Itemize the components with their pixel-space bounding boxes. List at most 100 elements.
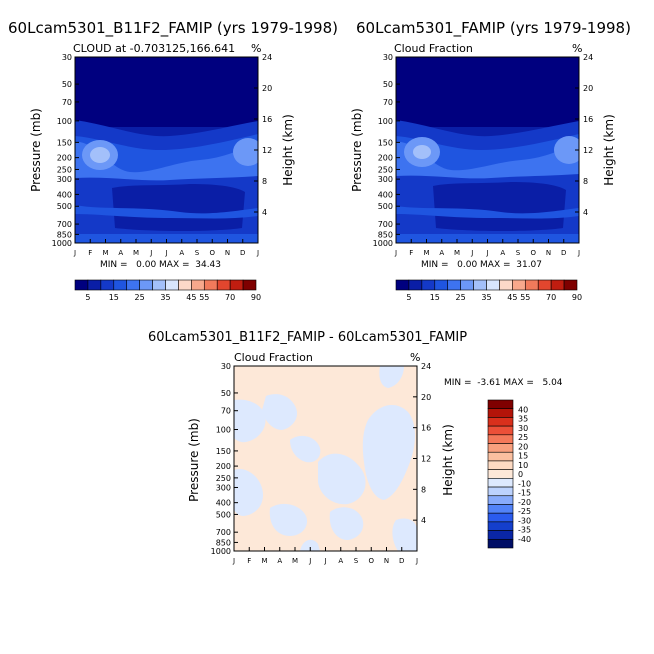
month-tick-label: D <box>399 557 404 565</box>
height-tick-label: 8 <box>421 485 426 494</box>
colorbar-label: 15 <box>430 293 440 302</box>
colorbar-swatch <box>487 460 514 470</box>
pressure-tick-label: 200 <box>378 154 393 163</box>
colorbar-label: 15 <box>518 452 528 461</box>
month-tick-label: A <box>439 249 444 257</box>
pressure-tick-label: 500 <box>378 202 393 211</box>
month-tick-label: M <box>102 249 108 257</box>
pressure-tick-label: 200 <box>216 462 231 471</box>
colorbar-swatch <box>524 279 539 291</box>
colorbar-label: -35 <box>518 526 531 535</box>
pressure-tick-label: 50 <box>62 80 72 89</box>
pressure-tick-label: 1000 <box>373 239 393 248</box>
month-tick-label: A <box>179 249 184 257</box>
colorbar-label: 35 <box>518 415 528 424</box>
month-tick-label: J <box>149 249 152 257</box>
colorbar-swatch <box>126 279 140 291</box>
height-tick-label: 8 <box>583 177 588 186</box>
height-tick-label: 16 <box>583 115 593 124</box>
p3-patch-left-upper <box>234 399 266 443</box>
colorbar-label: 70 <box>225 293 235 302</box>
panel-3-ylabel: Pressure (mb) <box>187 418 201 502</box>
pressure-tick-label: 70 <box>62 98 72 107</box>
colorbar-swatch <box>487 434 514 444</box>
panel-2-ylabel: Pressure (mb) <box>350 108 364 192</box>
colorbar-swatch <box>203 279 218 291</box>
p3-patch-upper <box>262 394 298 430</box>
month-tick-label: J <box>485 249 488 257</box>
month-tick-label: M <box>261 557 267 565</box>
colorbar-label: 5 <box>406 293 411 302</box>
colorbar-swatch <box>473 279 487 291</box>
pressure-tick-label: 400 <box>57 190 72 199</box>
month-tick-label: J <box>232 557 235 565</box>
panel-2-colorbar: 5 15 25 35 45 55 70 90 <box>395 279 582 302</box>
colorbar-label: 35 <box>481 293 491 302</box>
pressure-tick-label: 1000 <box>52 239 72 248</box>
month-tick-label: J <box>308 557 311 565</box>
height-tick-label: 16 <box>262 115 272 124</box>
pressure-tick-label: 50 <box>221 389 231 398</box>
colorbar-swatch <box>512 279 526 291</box>
panel-1-height-ticks: 4 8 12 16 20 24 <box>254 53 272 217</box>
colorbar-swatch <box>487 512 514 523</box>
height-tick-label: 20 <box>262 84 272 93</box>
pressure-tick-label: 1000 <box>211 547 231 556</box>
panel-3: 60Lcam5301_B11F2_FAMIP - 60Lcam5301_FAMI… <box>148 330 563 565</box>
colorbar-swatch <box>460 279 474 291</box>
colorbar-swatch <box>229 279 244 291</box>
colorbar-swatch <box>487 408 514 418</box>
pressure-tick-label: 250 <box>216 474 231 483</box>
colorbar-swatch <box>487 443 514 453</box>
p3-patch-right <box>362 405 415 500</box>
colorbar-label: 70 <box>546 293 556 302</box>
colorbar-label: -10 <box>518 479 531 488</box>
month-tick-label: O <box>209 249 215 257</box>
colorbar-swatch <box>563 279 578 291</box>
colorbar-label: -25 <box>518 507 531 516</box>
pressure-tick-label: 30 <box>62 53 72 62</box>
colorbar-swatch <box>486 279 500 291</box>
month-tick-label: F <box>88 249 92 257</box>
panel-3-units: % <box>410 351 420 364</box>
panel-2-stats: MIN = 0.00 MAX = 31.07 <box>421 260 542 270</box>
colorbar-swatch <box>178 279 192 291</box>
colorbar-swatch <box>434 279 449 291</box>
colorbar-label: 90 <box>572 293 582 302</box>
pressure-tick-label: 850 <box>216 538 231 547</box>
colorbar-label: 45 <box>186 293 196 302</box>
pressure-tick-label: 150 <box>216 447 231 456</box>
colorbar-swatch <box>113 279 128 291</box>
colorbar-swatch <box>447 279 461 291</box>
colorbar-swatch <box>487 530 514 540</box>
month-tick-label: A <box>118 249 123 257</box>
pressure-tick-label: 500 <box>216 510 231 519</box>
colorbar-swatch <box>487 417 514 427</box>
month-tick-label: J <box>256 249 259 257</box>
p3-patch-lower-right <box>329 507 364 540</box>
colorbar-label: 25 <box>456 293 466 302</box>
colorbar-label: 90 <box>251 293 261 302</box>
p3-patch-lower-left <box>234 468 264 516</box>
p1-blob-dec <box>233 138 258 166</box>
panel-2: 60Lcam5301_FAMIP (yrs 1979-1998) Cloud F… <box>350 19 631 302</box>
height-tick-label: 20 <box>583 84 593 93</box>
pressure-tick-label: 150 <box>57 138 72 147</box>
month-tick-label: N <box>225 249 230 257</box>
height-tick-label: 20 <box>421 393 431 402</box>
month-tick-label: A <box>338 557 343 565</box>
pressure-tick-label: 70 <box>383 98 393 107</box>
height-tick-label: 12 <box>583 146 593 155</box>
p1-band-surface <box>75 234 258 243</box>
month-tick-label: N <box>384 557 389 565</box>
p3-patch-bottom-right <box>392 518 417 551</box>
pressure-tick-label: 100 <box>216 426 231 435</box>
height-tick-label: 16 <box>421 424 431 433</box>
colorbar-label: 55 <box>520 293 530 302</box>
colorbar-label: 15 <box>109 293 119 302</box>
